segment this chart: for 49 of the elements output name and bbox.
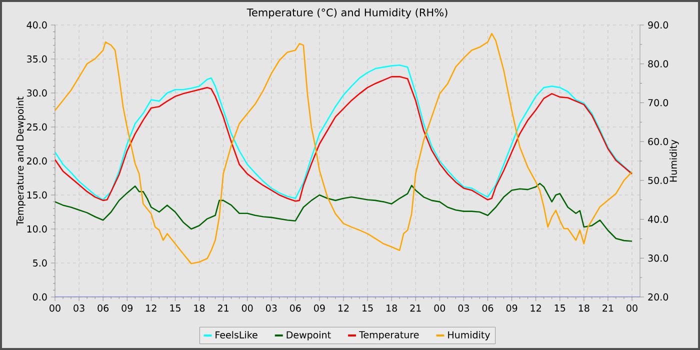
- legend-label: Temperature: [359, 331, 419, 340]
- x-tick-label: 15: [554, 304, 566, 312]
- y-axis-title: Temperature and Dewpoint: [16, 96, 26, 226]
- y-tick-label: 15.0: [27, 191, 47, 199]
- x-tick-label: 00: [50, 304, 60, 312]
- legend-label: Humidity: [448, 331, 490, 340]
- x-tick-label: 00: [626, 304, 638, 312]
- y2-tick-label: 90.0: [648, 21, 668, 29]
- y2-tick-label: 40.0: [648, 216, 668, 223]
- y2-tick-label: 60.0: [648, 138, 668, 146]
- x-tick-label: 18: [386, 304, 397, 312]
- x-tick-label: 18: [578, 304, 590, 312]
- x-tick-label: 06: [290, 304, 301, 312]
- y2-tick-label: 50.0: [648, 176, 668, 184]
- y-tick-label: 20.0: [27, 157, 47, 165]
- x-tick-label: 12: [530, 304, 541, 312]
- x-tick-label: 12: [146, 304, 156, 312]
- x-tick-label: 00: [434, 304, 446, 312]
- chart-title: Temperature (°C) and Humidity (RH%): [246, 8, 448, 18]
- x-tick-label: 03: [458, 304, 469, 312]
- y-tick-label: 0.0: [32, 293, 47, 301]
- x-tick-label: 15: [362, 304, 373, 312]
- y-tick-label: 30.0: [27, 89, 47, 97]
- y-tick-label: 35.0: [27, 55, 47, 63]
- legend-label: FeelsLike: [216, 331, 258, 338]
- x-tick-label: 09: [314, 304, 325, 312]
- y-tick-label: 10.0: [27, 225, 47, 233]
- x-tick-label: 06: [98, 304, 109, 312]
- x-tick-label: 06: [482, 304, 494, 312]
- y2-tick-label: 30.0: [648, 254, 668, 262]
- y-tick-label: 25.0: [27, 123, 47, 131]
- y2-tick-label: 20.0: [648, 293, 668, 301]
- x-tick-label: 21: [410, 304, 421, 312]
- x-tick-label: 00: [242, 304, 253, 312]
- x-tick-label: 03: [74, 304, 84, 312]
- x-tick-label: 15: [170, 304, 180, 312]
- x-tick-label: 21: [602, 304, 614, 312]
- y2-axis-title: Humidity: [670, 140, 679, 182]
- x-tick-label: 03: [266, 304, 277, 312]
- y-tick-label: 5.0: [33, 259, 47, 267]
- x-tick-label: 12: [338, 304, 349, 312]
- x-tick-label: 09: [506, 304, 518, 312]
- y2-tick-label: 70.0: [648, 99, 668, 106]
- x-tick-label: 21: [218, 304, 228, 312]
- y2-tick-label: 80.0: [648, 60, 668, 68]
- x-tick-label: 09: [122, 304, 132, 312]
- legend-label: Dewpoint: [286, 331, 331, 340]
- x-tick-label: 18: [194, 304, 205, 312]
- y-tick-label: 40.0: [26, 21, 47, 29]
